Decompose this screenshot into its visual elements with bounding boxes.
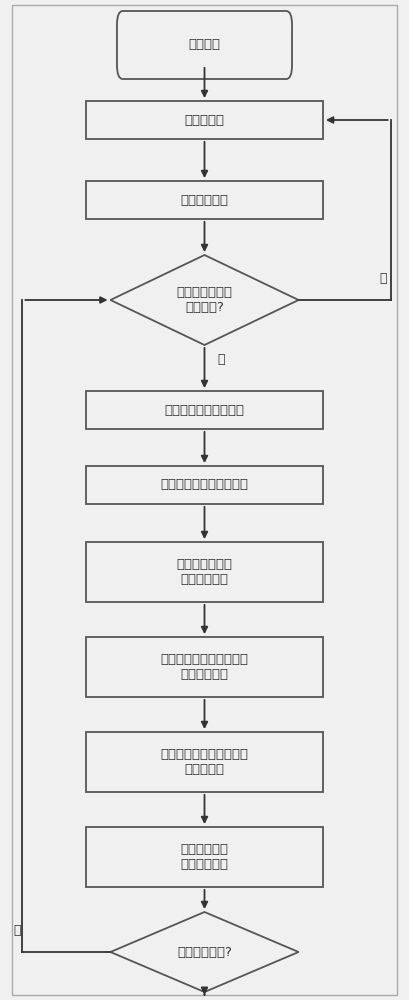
Bar bbox=[86, 542, 323, 602]
Text: 图像传感器曝光结束，读
取图像信息: 图像传感器曝光结束，读 取图像信息 bbox=[160, 748, 249, 776]
Polygon shape bbox=[110, 255, 299, 345]
Bar bbox=[86, 827, 323, 887]
Bar bbox=[86, 732, 323, 792]
Bar bbox=[86, 466, 323, 504]
Text: 产生照明驱动开启信号: 产生照明驱动开启信号 bbox=[164, 403, 245, 416]
Text: 否: 否 bbox=[379, 272, 387, 285]
Text: 补光时间等于曝光时间，
关闭照明驱动: 补光时间等于曝光时间， 关闭照明驱动 bbox=[160, 653, 249, 681]
Polygon shape bbox=[110, 912, 299, 992]
Text: 依据计算的时间进行延时: 依据计算的时间进行延时 bbox=[160, 479, 249, 491]
Text: 否: 否 bbox=[13, 924, 20, 937]
Text: 帧周期开始或者
外部触发?: 帧周期开始或者 外部触发? bbox=[177, 286, 232, 314]
Text: 读取设值参数: 读取设值参数 bbox=[180, 194, 229, 207]
Text: 设置参数改变?: 设置参数改变? bbox=[177, 946, 232, 958]
Text: 产生图像传感器
曝光控制信号: 产生图像传感器 曝光控制信号 bbox=[177, 558, 232, 586]
Bar bbox=[86, 637, 323, 697]
Text: 将图像存储至
数据存储模块: 将图像存储至 数据存储模块 bbox=[180, 843, 229, 871]
Text: 开启电源: 开启电源 bbox=[189, 38, 220, 51]
Text: 程序初始化: 程序初始化 bbox=[184, 113, 225, 126]
Bar bbox=[86, 391, 323, 429]
Text: 是: 是 bbox=[217, 353, 225, 366]
Bar bbox=[86, 101, 323, 139]
FancyBboxPatch shape bbox=[117, 11, 292, 79]
Bar bbox=[86, 181, 323, 219]
